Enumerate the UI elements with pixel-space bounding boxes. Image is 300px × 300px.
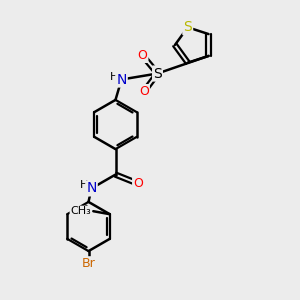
Text: O: O (133, 177, 143, 190)
Text: S: S (153, 67, 162, 80)
Text: Br: Br (82, 257, 95, 270)
Text: H: H (80, 180, 88, 190)
Text: N: N (116, 73, 127, 86)
Text: S: S (183, 20, 192, 34)
Text: O: O (139, 85, 149, 98)
Text: H: H (110, 71, 118, 82)
Text: O: O (138, 49, 147, 62)
Text: N: N (86, 182, 97, 195)
Text: CH₃: CH₃ (70, 206, 91, 216)
